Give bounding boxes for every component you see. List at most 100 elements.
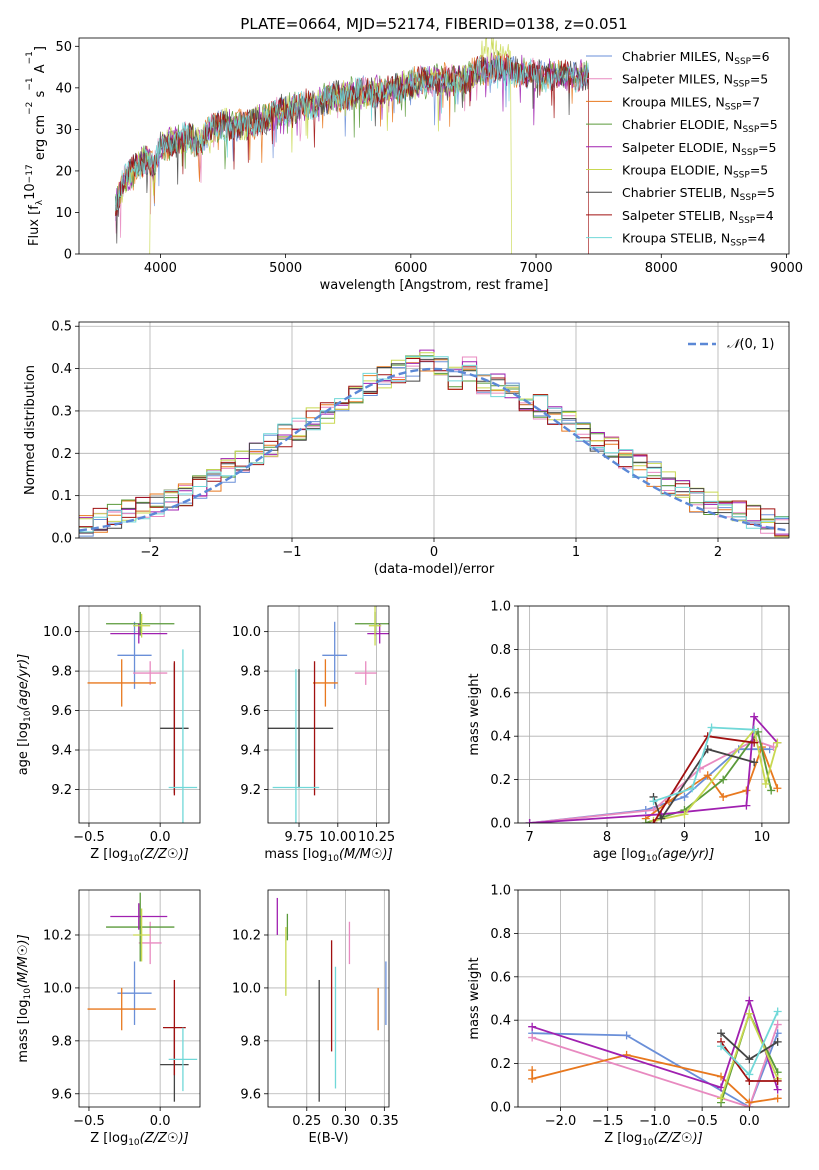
y-tick-label: 0.1 — [51, 489, 72, 504]
series-kroupa-miles-marker — [528, 1074, 537, 1083]
x-tick-label: 0.0 — [739, 1114, 760, 1129]
y-tick-label: 9.6 — [240, 1087, 261, 1102]
series-chabrier-miles-marker — [622, 1031, 631, 1040]
y-tick-label: 0.2 — [490, 773, 511, 788]
y-tick-label: 10.2 — [43, 928, 72, 943]
x-tick-label: −0.5 — [686, 1114, 718, 1129]
series-chabrier-stelib-marker — [657, 814, 666, 823]
x-axis-label: Z [log10(Z/Z☉)] — [90, 1131, 188, 1148]
series-kroupa-miles-marker — [742, 786, 751, 795]
x-tick-label: 5000 — [269, 261, 302, 276]
y-tick-label: 9.6 — [51, 1087, 72, 1102]
legend-label-kroupa-stelib: Kroupa STELIB, NSSP=4 — [622, 231, 766, 249]
x-tick-label: 7 — [525, 830, 533, 845]
y-tick-label: 0.0 — [490, 817, 511, 832]
legend-label-salpeter-miles: Salpeter MILES, NSSP=5 — [622, 72, 768, 90]
age-vs-z-panel: −0.5 0.0 9.2 9.4 9.6 9.8 10.0 Z [log10(Z/Z☉)] ag… — [16, 605, 201, 864]
mass-weight-lines — [528, 996, 782, 1107]
y-tick-label: 0.3 — [51, 404, 72, 419]
x-tick-label: 1 — [572, 545, 580, 560]
x-axis-label: wavelength [Angstrom, rest frame] — [320, 278, 549, 293]
series-chabrier-stelib-marker — [717, 1029, 726, 1038]
y-tick-label: 10.0 — [43, 625, 72, 640]
x-tick-label: −1 — [282, 545, 301, 560]
y-tick-label: 0.0 — [51, 532, 72, 547]
y-tick-label: 9.4 — [51, 744, 72, 759]
y-tick-label: 9.8 — [240, 1034, 261, 1049]
y-tick-label: 0 — [64, 248, 72, 263]
x-tick-label: 0.30 — [331, 1114, 360, 1129]
y-axis-label: mass [log10(M/M☉)] — [16, 934, 33, 1062]
legend: Chabrier MILES, NSSP=6 Salpeter MILES, NS… — [586, 49, 778, 249]
x-tick-label: −1.5 — [592, 1114, 624, 1129]
y-label-part: s — [33, 90, 48, 101]
residuals-panel: −2 −1 0 1 2 0.0 0.1 0.2 0.3 0.4 0.5 𝒩(0, 1) (data-mo… — [23, 320, 790, 577]
x-tick-label: 4000 — [144, 261, 177, 276]
y-axis-label: mass weight — [467, 957, 482, 1039]
spectrum-line-kroupa-stelib — [114, 55, 589, 212]
x-tick-label: 6000 — [394, 261, 427, 276]
y-tick-label: 0.8 — [490, 927, 511, 942]
y-tick-label: 30 — [55, 123, 72, 138]
y-tick-label: 0.4 — [51, 362, 72, 377]
series-salpeter-elodie-marker — [528, 1022, 537, 1031]
histogram-kroupa-stelib — [79, 356, 789, 533]
legend-label-kroupa-miles: Kroupa MILES, NSSP=7 — [622, 94, 760, 112]
legend-label-normal: 𝒩(0, 1) — [727, 337, 774, 352]
series-kroupa-elodie-marker — [761, 779, 770, 788]
series-chabrier-stelib-marker — [773, 1037, 782, 1046]
y-label-part: ] — [33, 46, 48, 51]
y-tick-label: 1.0 — [490, 884, 511, 899]
y-tick-label: 9.8 — [51, 665, 72, 680]
series-chabrier-elodie-marker — [641, 819, 650, 823]
chart-title: PLATE=0664, MJD=52174, FIBERID=0138, z=0… — [240, 15, 627, 33]
legend-label-kroupa-elodie: Kroupa ELODIE, NSSP=5 — [622, 163, 768, 181]
series-kroupa-elodie-marker — [680, 810, 689, 819]
x-tick-label: 2 — [714, 545, 722, 560]
y-label-part: −1 — [25, 77, 35, 90]
y-tick-label: 9.6 — [51, 704, 72, 719]
spectrum-panel: PLATE=0664, MJD=52174, FIBERID=0138, z=0… — [23, 15, 803, 293]
series-chabrier-miles — [529, 748, 770, 823]
series-chabrier-elodie-marker — [719, 775, 728, 784]
axes-frame — [78, 605, 201, 824]
axes-frame — [267, 889, 390, 1108]
series-chabrier-stelib — [652, 748, 755, 821]
series-kroupa-miles-marker — [773, 784, 782, 793]
series-salpeter-elodie-marker — [773, 1085, 782, 1094]
series-kroupa-elodie-marker — [773, 738, 782, 747]
x-axis-label: mass [log10(M/M☉)] — [264, 847, 392, 864]
axes-frame — [78, 321, 790, 539]
series-chabrier-stelib-marker — [745, 1055, 754, 1064]
x-tick-label: 9.75 — [285, 830, 314, 845]
series-kroupa-miles-marker — [745, 1098, 754, 1107]
y-axis-label: mass weight — [467, 673, 482, 755]
series-chabrier-miles-marker — [680, 792, 689, 801]
y-tick-label: 0.2 — [51, 447, 72, 462]
x-tick-label: 10 — [754, 830, 771, 845]
x-tick-label: −0.5 — [73, 830, 105, 845]
legend-label-chabrier-elodie: Chabrier ELODIE, NSSP=5 — [622, 117, 778, 135]
y-label-part: Flux [f — [27, 205, 42, 246]
x-axis-label: (data-model)/error — [374, 562, 495, 577]
series-chabrier-miles — [532, 1032, 779, 1107]
y-tick-label: 20 — [55, 164, 72, 179]
y-tick-label: 9.4 — [240, 744, 261, 759]
y-tick-label: 0.6 — [490, 970, 511, 985]
legend-label-salpeter-elodie: Salpeter ELODIE, NSSP=5 — [622, 140, 776, 158]
y-tick-label: 0.2 — [490, 1057, 511, 1072]
series-kroupa-miles-marker — [703, 771, 712, 780]
y-tick-label: 10 — [55, 206, 72, 221]
x-tick-label: 9000 — [770, 261, 803, 276]
y-label-part: 10 — [23, 183, 38, 200]
series-salpeter-elodie-marker — [745, 996, 754, 1005]
y-axis-label: Flux [fλ10−17 erg cm−2 s−1 A−1] — [23, 46, 48, 246]
series-salpeter-miles-marker — [773, 1020, 782, 1029]
series-kroupa-stelib-marker — [707, 723, 716, 732]
series-kroupa-elodie-marker — [717, 1094, 726, 1103]
y-tick-label: 0.6 — [490, 686, 511, 701]
error-bars — [87, 892, 198, 1102]
x-axis-label: age [log10(age/yr)] — [593, 847, 715, 864]
axes-frame — [517, 889, 790, 1108]
y-tick-label: 0.5 — [51, 320, 72, 335]
